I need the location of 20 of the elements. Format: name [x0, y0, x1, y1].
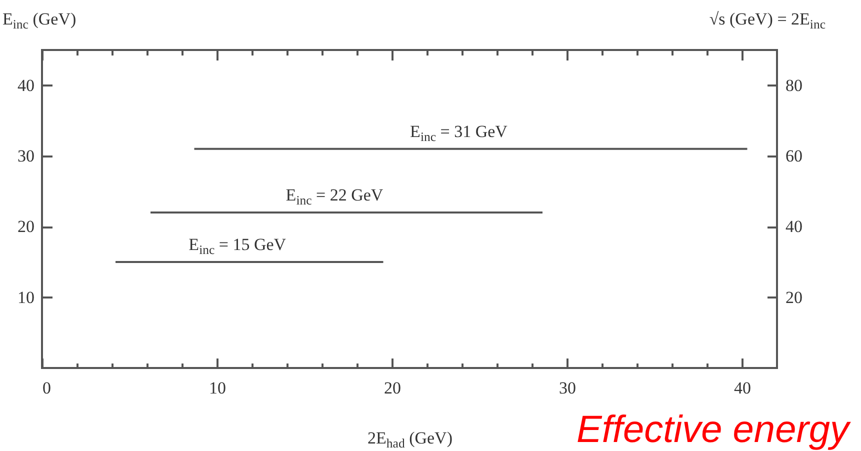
text: Effective energy [576, 409, 851, 451]
annotation: E$_{inc}$ = 15 GeV [188, 235, 287, 257]
annotation: E$_{inc}$ = 31 GeV [410, 122, 508, 144]
x-tick-label: 40 [734, 378, 751, 398]
x-axis-title: 2E$_{had}$ (GeV) [368, 428, 452, 450]
y2-axis-title: √s (GeV) = 2E$_{inc}$ [709, 10, 826, 32]
x-tick-label: 10 [209, 378, 226, 398]
y-tick-label: 40 [18, 76, 34, 95]
y2-tick-label: 20 [786, 288, 802, 307]
annotation: E$_{inc}$ = 22 GeV [286, 186, 384, 208]
y-tick-label: 20 [18, 217, 34, 236]
x-tick-label: 30 [559, 378, 576, 398]
y-tick-label: 10 [18, 288, 34, 307]
y-axis-title: E$_{inc}$ (GeV) [2, 10, 76, 32]
y2-tick-label: 40 [786, 217, 802, 236]
x-tick-label: 20 [384, 378, 401, 398]
y2-tick-label: 80 [786, 76, 802, 95]
x-tick-label: 0 [42, 378, 51, 398]
y2-tick-label: 60 [786, 146, 802, 166]
y-tick-label: 30 [18, 146, 34, 166]
